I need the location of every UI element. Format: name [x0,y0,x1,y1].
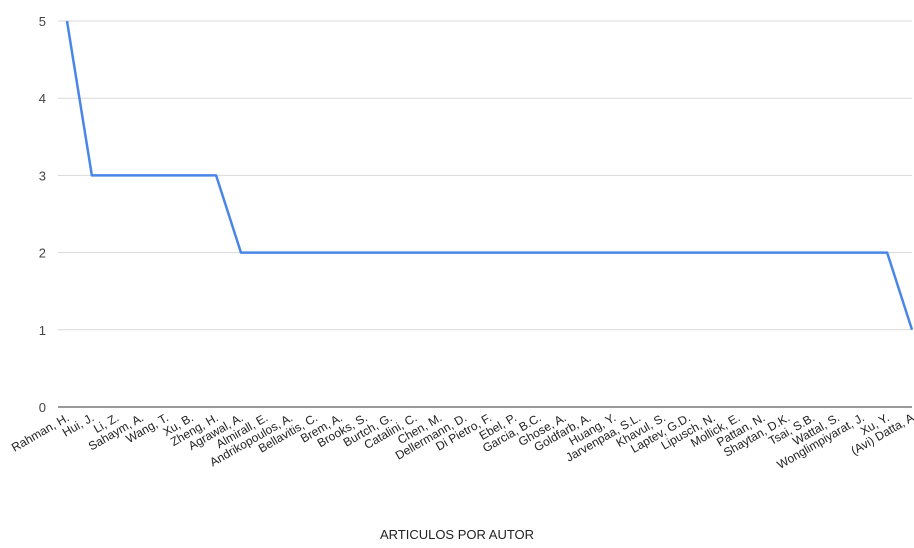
y-tick-label: 0 [39,400,46,415]
y-tick-label: 3 [39,168,46,183]
y-tick-label: 5 [39,14,46,29]
x-axis-ticks: Rahman, H.Hui, J.Li, Z.Sahaym, A.Wang, T… [9,410,914,471]
series-line [65,20,914,331]
y-tick-label: 4 [39,91,46,106]
x-axis-label: ARTICULOS POR AUTOR [379,527,535,542]
y-axis-ticks: 0 1 2 3 4 5 [39,14,46,415]
y-tick-label: 2 [39,246,46,261]
y-tick-label: 1 [39,323,46,338]
